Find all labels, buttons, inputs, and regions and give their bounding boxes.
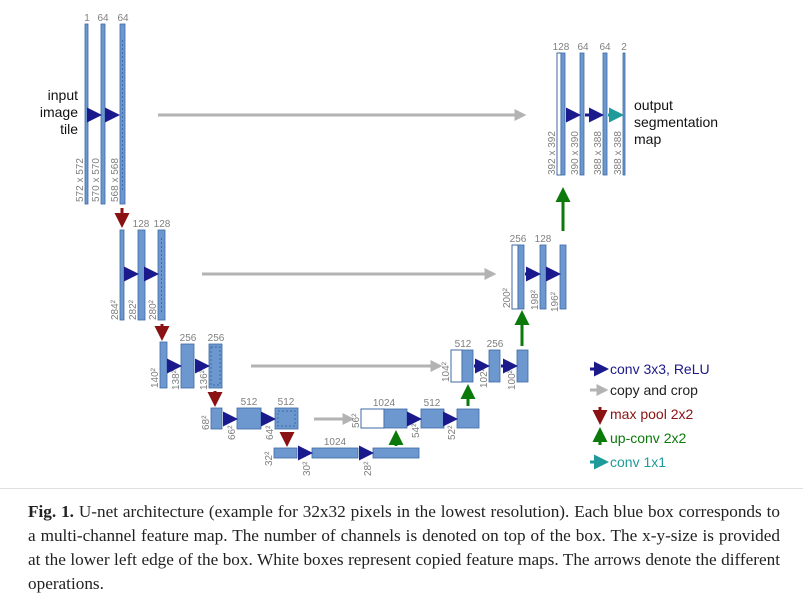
fmap-d4-copy: [360, 408, 385, 429]
svg-text:segmentation: segmentation: [634, 114, 718, 130]
size-136: 136²: [199, 369, 210, 390]
size-68: 68²: [201, 415, 212, 430]
fmap-l2-conv1: [137, 229, 146, 321]
size-66: 66²: [227, 425, 238, 440]
legend: conv 3x3, ReLU copy and crop max pool 2x…: [590, 361, 710, 470]
channels-256u2: 256: [510, 234, 527, 245]
fmap-d3-conv1: [488, 349, 501, 383]
size-30: 30²: [302, 461, 313, 476]
size-568: 568 x 568: [110, 158, 121, 202]
channels-256b: 256: [208, 333, 225, 344]
svg-text:map: map: [634, 131, 661, 147]
bottom-level: [273, 447, 420, 459]
channels-512u1: 512: [424, 398, 441, 409]
channels-512a: 512: [241, 397, 258, 408]
fmap-l5-pool: [273, 447, 298, 459]
crop-line-l4: [277, 410, 296, 427]
size-284: 284²: [110, 299, 121, 320]
legend-pool-label: max pool 2x2: [610, 406, 693, 422]
input-label: input image tile: [40, 87, 78, 137]
level4-decoder: [360, 408, 480, 429]
size-52: 52²: [447, 425, 458, 440]
legend-conv-label: conv 3x3, ReLU: [610, 361, 710, 377]
fmap-d4-conv2: [456, 408, 480, 429]
size-196: 196²: [550, 291, 561, 312]
channels-1: 1: [84, 13, 90, 24]
channels-64a: 64: [97, 13, 109, 24]
size-28: 28²: [363, 461, 374, 476]
fmap-d4-up: [383, 408, 408, 429]
fmap-l4-pool: [210, 407, 223, 430]
caption-divider: [0, 488, 803, 489]
fmap-d3-up: [461, 349, 474, 383]
channels-2: 2: [621, 42, 627, 53]
size-570: 570 x 570: [91, 158, 102, 202]
size-282: 282²: [128, 299, 139, 320]
size-138: 138²: [171, 369, 182, 390]
size-390: 390 x 390: [570, 131, 581, 175]
svg-text:input: input: [48, 87, 78, 103]
size-140: 140²: [150, 367, 161, 388]
svg-text:output: output: [634, 97, 673, 113]
size-572: 572 x 572: [75, 158, 86, 202]
size-388a: 388 x 388: [593, 131, 604, 175]
channels-64b: 64: [117, 13, 129, 24]
size-54: 54²: [411, 423, 422, 438]
channels-64u1: 64: [577, 42, 589, 53]
legend-upconv-label: up-conv 2x2: [610, 430, 686, 446]
channels-256a: 256: [180, 333, 197, 344]
caption-label: Fig. 1.: [28, 502, 74, 521]
fmap-d1-up: [560, 52, 566, 176]
size-392: 392 x 392: [547, 131, 558, 175]
legend-copy-label: copy and crop: [610, 382, 698, 398]
fmap-l3-pool: [159, 341, 168, 389]
size-198: 198²: [530, 289, 541, 310]
size-280: 280²: [148, 299, 159, 320]
fmap-d4-conv1: [420, 408, 445, 429]
channels-256u1: 256: [487, 339, 504, 350]
figure-caption: Fig. 1. U-net architecture (example for …: [28, 500, 780, 596]
channels-512b: 512: [278, 397, 295, 408]
size-388b: 388 x 388: [613, 131, 624, 175]
fmap-l4-conv1: [236, 407, 262, 430]
fmap-l5-conv1: [311, 447, 359, 459]
level1-decoder: [556, 52, 626, 176]
size-56: 56²: [351, 413, 362, 428]
level3-decoder: [450, 349, 529, 383]
channels-64u2: 64: [599, 42, 611, 53]
channels-128b: 128: [154, 219, 171, 230]
size-100: 100²: [507, 369, 518, 390]
crop-line-l3: [210, 346, 221, 386]
output-label: output segmentation map: [634, 97, 718, 147]
size-104: 104²: [441, 361, 452, 382]
caption-text: U-net architecture (example for 32x32 pi…: [28, 502, 780, 593]
level4-encoder: [210, 407, 299, 430]
size-102: 102²: [479, 367, 490, 388]
svg-text:image: image: [40, 104, 78, 120]
channels-1024a: 1024: [324, 437, 347, 448]
svg-text:tile: tile: [60, 121, 78, 137]
fmap-l3-conv1: [180, 343, 195, 389]
channels-512u2: 512: [455, 339, 472, 350]
fmap-d3-conv2: [516, 349, 529, 383]
channels-128u1: 128: [535, 234, 552, 245]
size-32: 32²: [264, 451, 275, 466]
channels-128a: 128: [133, 219, 150, 230]
fmap-d3-copy: [450, 349, 463, 383]
channels-1024up: 1024: [373, 398, 396, 409]
legend-conv1-label: conv 1x1: [610, 454, 666, 470]
channels-128u2: 128: [553, 42, 570, 53]
size-64: 64²: [265, 425, 276, 440]
fmap-d2-up: [517, 244, 525, 310]
size-200: 200²: [502, 287, 513, 308]
fmap-l5-conv2: [372, 447, 420, 459]
